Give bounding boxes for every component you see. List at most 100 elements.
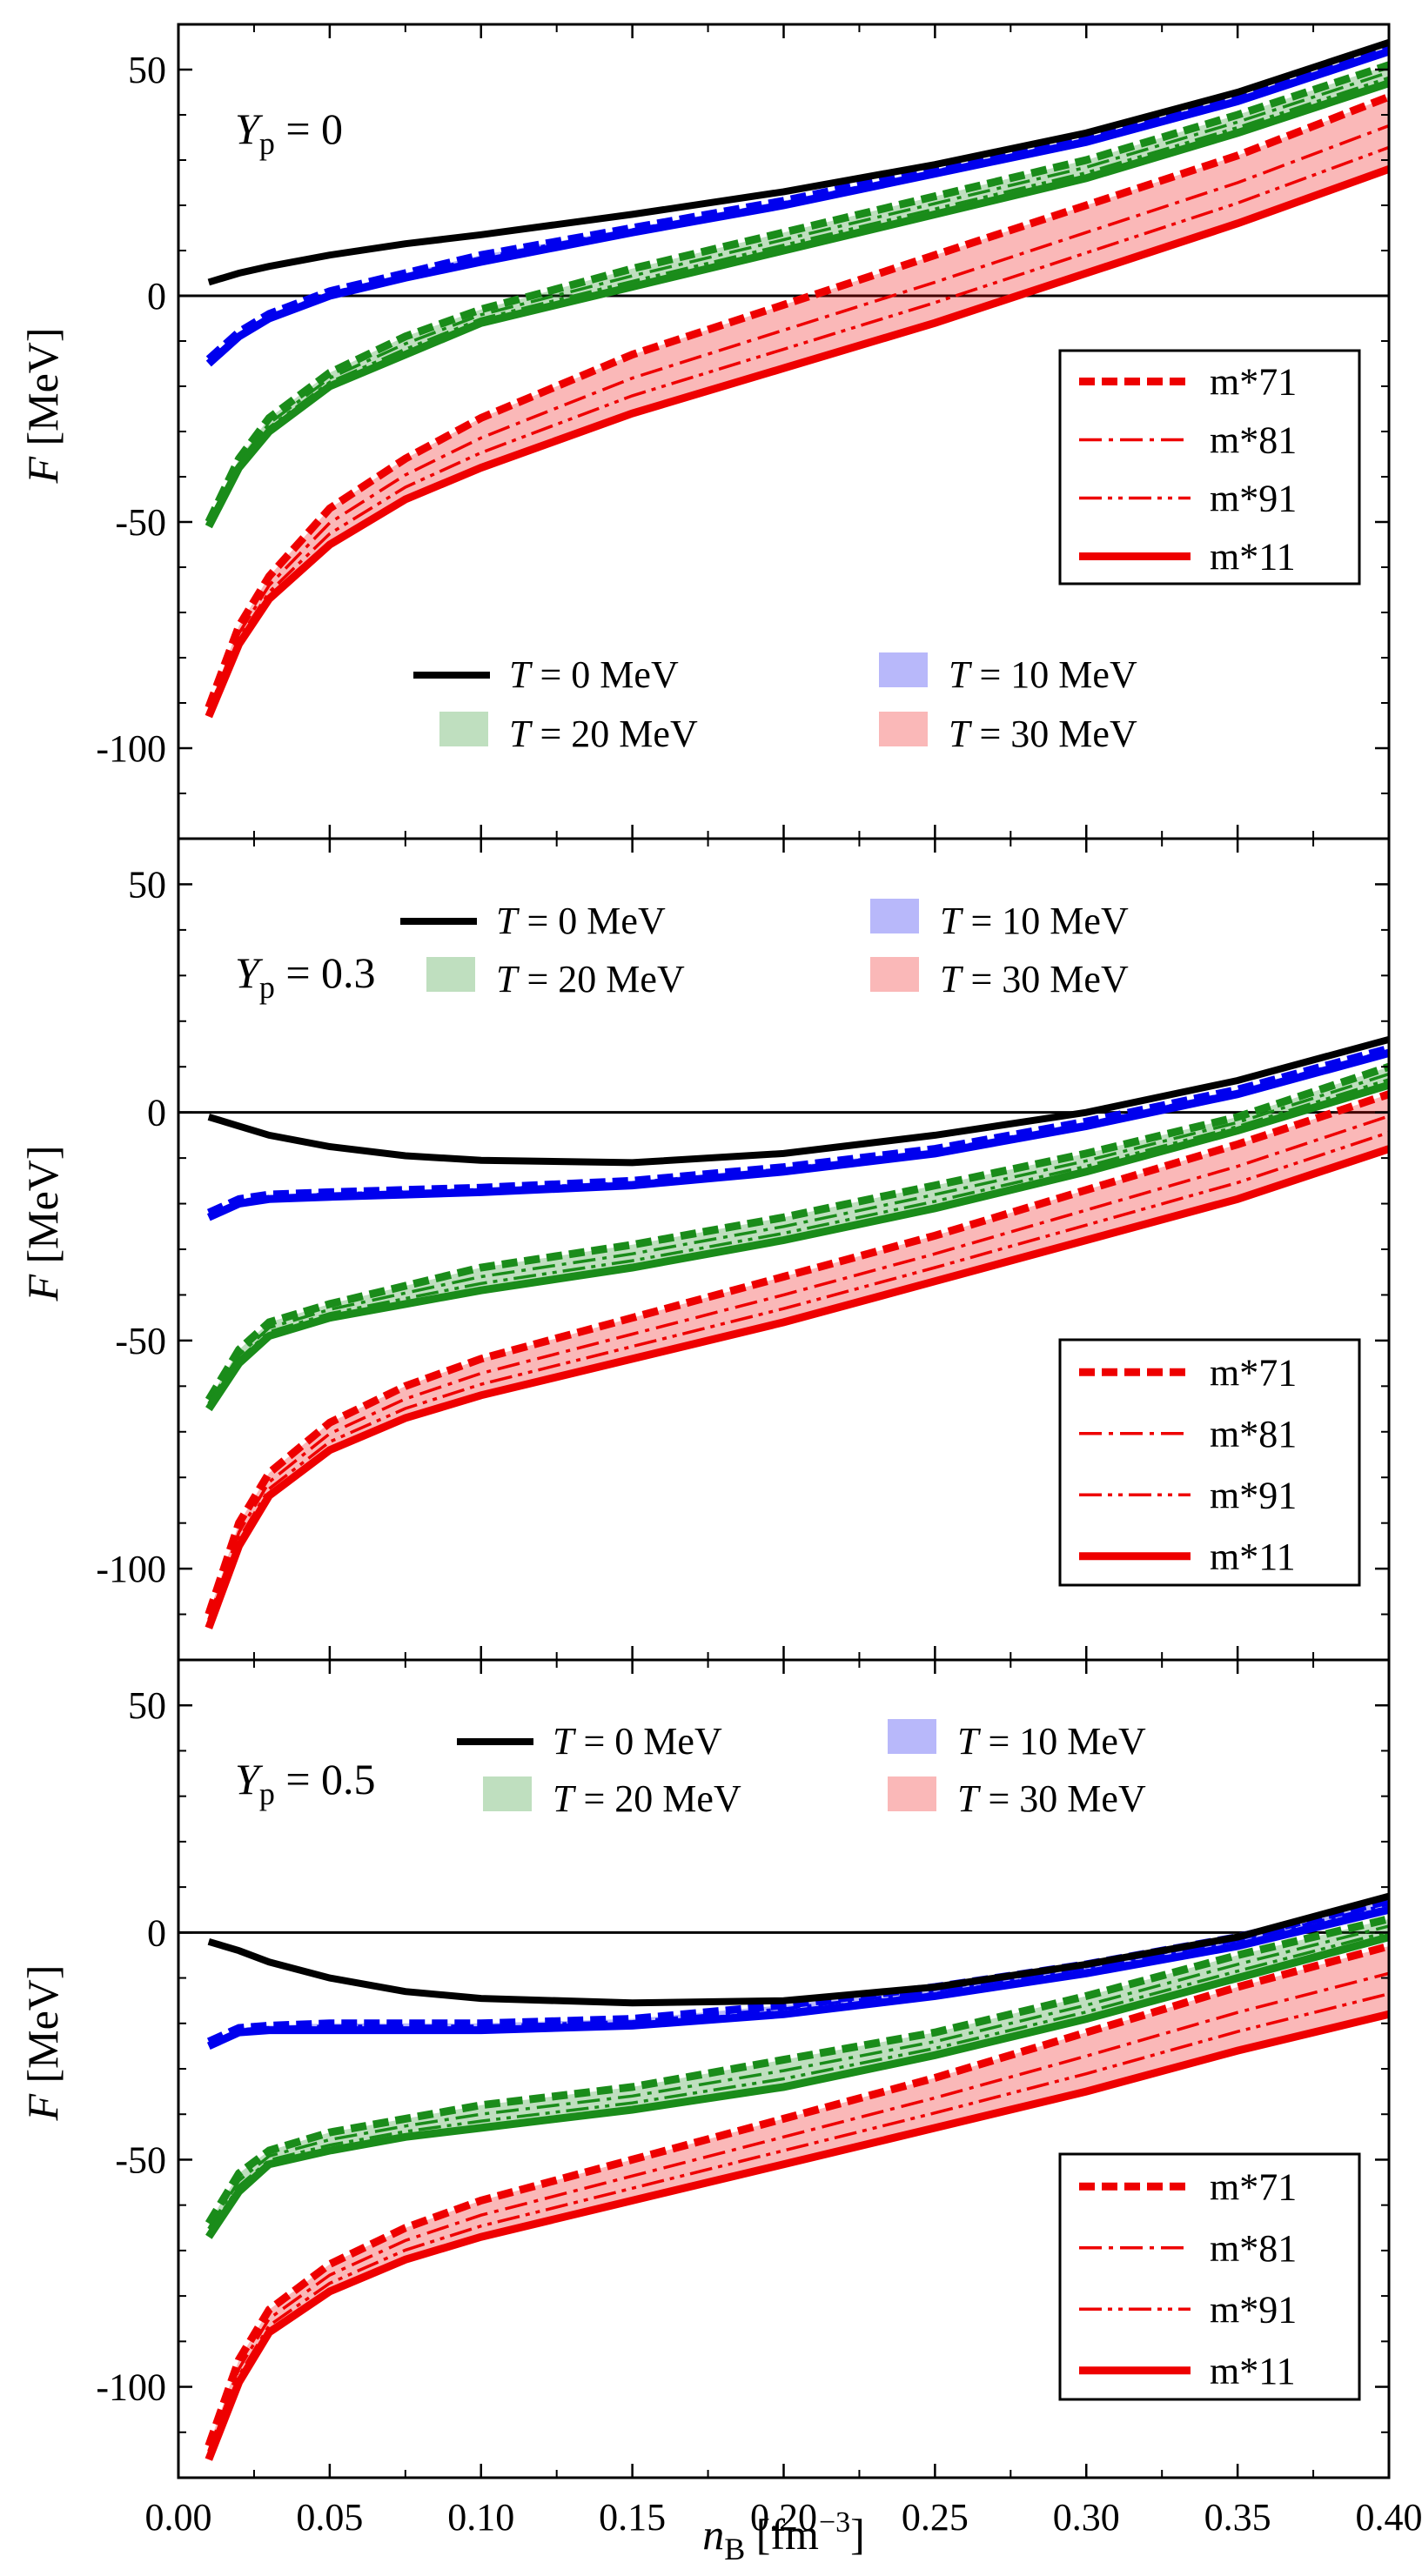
series-T30-m81 (207, 1114, 1389, 1621)
y-tick-label: 0 (147, 1911, 166, 1954)
legend-entry-temperature: T = 10 MeV (957, 1720, 1146, 1763)
series-T30-m91 (207, 145, 1389, 715)
series-T20-m11 (205, 1081, 1389, 1412)
model-legend: m*71 m*81 m*91 m*11 (1058, 2152, 1361, 2401)
band-T30 (208, 1946, 1389, 2460)
legend-entry-temperature: T = 30 MeV (940, 958, 1129, 1000)
y-tick-label: -100 (96, 2366, 166, 2409)
legend-T-value: = 0 MeV (530, 653, 678, 696)
legend-entry-temperature: T = 0 MeV (496, 900, 666, 942)
series-T30-m71 (205, 1090, 1389, 1616)
yp-label: Yp = 0.3 (235, 948, 376, 1005)
series-T20-m11 (205, 79, 1389, 529)
yp-subscript: p (259, 970, 275, 1005)
x-axis-exponent: −3 (819, 2506, 850, 2539)
yp-value: = 0 (275, 104, 343, 153)
legend-swatch-patch (870, 899, 919, 933)
y-tick-label: 0 (147, 275, 166, 318)
y-axis-symbol: F (18, 2094, 67, 2122)
series-T10-m11 (206, 1049, 1389, 1221)
legend-swatch-patch (879, 652, 928, 687)
x-tick-label: 0.00 (145, 2496, 212, 2539)
legend-swatch-patch (439, 712, 488, 746)
yp-label: Yp = 0.5 (235, 1755, 376, 1811)
legend-entry-temperature: T = 0 MeV (553, 1720, 722, 1763)
series-T30-m81 (207, 124, 1389, 713)
x-tick-label: 0.15 (599, 2496, 666, 2539)
y-axis-unit: [MeV] (18, 327, 67, 457)
legend-swatch-patch (888, 1776, 936, 1811)
series-T0 (207, 1892, 1389, 2007)
band-T30 (208, 1094, 1389, 1629)
y-tick-label: 50 (128, 1684, 166, 1727)
series-T30-m71 (205, 1942, 1389, 2447)
legend-entry-model: m*81 (1210, 1413, 1297, 1455)
y-tick-label: -50 (115, 501, 166, 544)
series-T20-m71 (205, 1062, 1389, 1402)
x-axis-title: nB [fm−3] (702, 2506, 865, 2566)
series-T10-m71 (206, 1044, 1389, 1217)
legend-entry-model: m*11 (1210, 2350, 1296, 2392)
series-T30-m91 (207, 1992, 1389, 2457)
x-axis-symbol: n (702, 2510, 724, 2559)
legend-entry-model: m*91 (1210, 1474, 1297, 1516)
model-legend-box (1058, 1338, 1361, 1587)
legend-entry-model: m*91 (1210, 478, 1297, 520)
y-tick-label: -100 (96, 1548, 166, 1590)
yp-value: = 0.5 (275, 1755, 376, 1803)
legend-T-value: = 0 MeV (517, 900, 665, 942)
model-legend: m*71 m*81 m*91 m*11 (1058, 1338, 1361, 1587)
x-tick-label: 0.20 (750, 2496, 817, 2539)
model-legend: m*71 m*81 m*91 m*11 (1058, 349, 1361, 585)
legend-entry-temperature: T = 0 MeV (509, 653, 679, 696)
yp-symbol: Y (235, 1755, 264, 1803)
series-T10-m11 (205, 47, 1389, 367)
legend-T-symbol: T (553, 1777, 577, 1820)
legend-T-value: = 20 MeV (573, 1777, 741, 1820)
legend-T-symbol: T (496, 900, 520, 942)
legend-entry-model: m*71 (1210, 1351, 1297, 1394)
y-axis-title: F [MeV] (18, 327, 67, 484)
legend-T-symbol: T (496, 958, 520, 1000)
series-T20-m81 (207, 1924, 1389, 2230)
legend-entry-temperature: T = 30 MeV (957, 1777, 1146, 1820)
series-T30-m11 (205, 165, 1389, 719)
plot-area (178, 1035, 1389, 1629)
x-tick-label: 0.40 (1356, 2496, 1422, 2539)
legend-T-symbol: T (940, 900, 964, 942)
x-axis-unit-close: ] (850, 2510, 865, 2559)
legend-T-symbol: T (940, 958, 964, 1000)
y-tick-label: -100 (96, 727, 166, 770)
legend-T-symbol: T (949, 653, 973, 696)
legend-T-value: = 30 MeV (978, 1777, 1145, 1820)
model-legend-box (1058, 349, 1361, 585)
legend-T-value: = 0 MeV (573, 1720, 721, 1763)
series-T30-m11 (205, 2010, 1389, 2461)
legend-entry-model: m*71 (1210, 2165, 1297, 2208)
legend-swatch-patch (888, 1719, 936, 1754)
series-T20-m71 (205, 61, 1389, 524)
legend-entry-model: m*71 (1210, 361, 1297, 404)
y-axis-title: F [MeV] (18, 1964, 67, 2121)
x-tick-label: 0.30 (1053, 2496, 1120, 2539)
series-T0 (207, 1035, 1389, 1167)
legend-entry-temperature: T = 10 MeV (940, 900, 1129, 942)
legend-entry-model: m*81 (1210, 2227, 1297, 2270)
legend-T-value: = 20 MeV (530, 713, 697, 755)
x-tick-label: 0.25 (902, 2496, 969, 2539)
yp-label: Yp = 0 (235, 104, 343, 161)
plot-area (178, 39, 1389, 719)
legend-T-value: = 20 MeV (517, 958, 684, 1000)
y-tick-label: -50 (115, 1320, 166, 1362)
y-axis-symbol: F (18, 1275, 67, 1302)
series-T0 (207, 39, 1389, 286)
legend-entry-temperature: T = 10 MeV (949, 653, 1137, 696)
legend-swatch-patch (879, 712, 928, 746)
temperature-legend: T = 0 MeV T = 10 MeV T = 20 MeV T = 30 MeV (457, 1719, 1146, 1820)
legend-T-symbol: T (509, 653, 533, 696)
